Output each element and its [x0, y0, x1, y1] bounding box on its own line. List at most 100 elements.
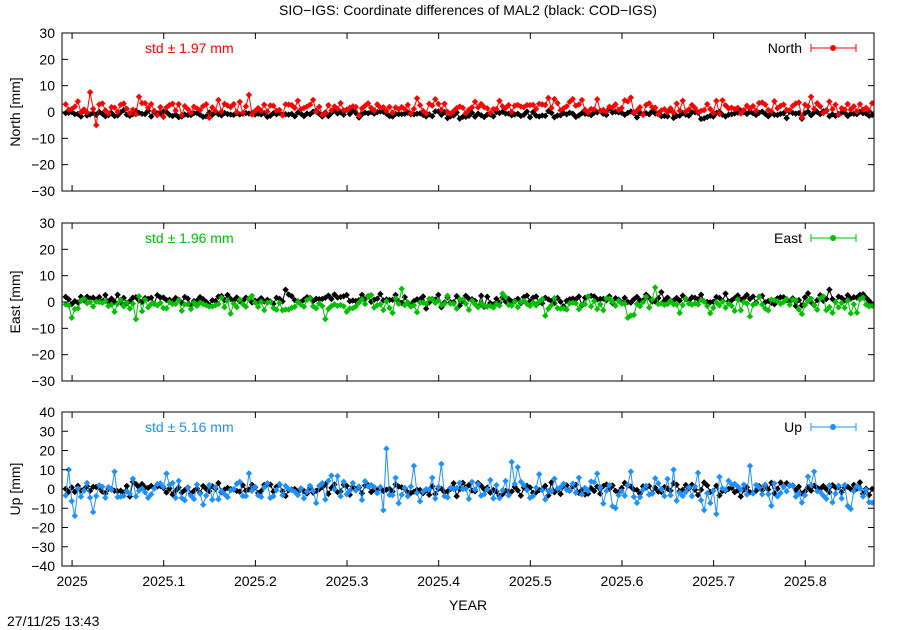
- data-point: [306, 101, 314, 108]
- data-point: [590, 479, 598, 486]
- data-point: [817, 488, 824, 496]
- data-point: [206, 109, 213, 116]
- data-point: [749, 490, 757, 497]
- series-east: [62, 284, 874, 323]
- data-point: [120, 492, 127, 500]
- data-point: [224, 494, 231, 501]
- data-point: [694, 301, 702, 308]
- data-point: [468, 478, 476, 486]
- data-point: [737, 110, 745, 117]
- data-point: [817, 103, 824, 110]
- data-point: [407, 110, 415, 117]
- data-point: [652, 104, 659, 111]
- data-point: [102, 113, 109, 120]
- x-tick-label: 2025.2: [234, 573, 277, 589]
- data-point: [108, 301, 115, 308]
- data-point: [532, 293, 540, 300]
- x-tick-label: 2025.3: [326, 573, 369, 589]
- data-point: [597, 490, 604, 497]
- data-point: [618, 104, 625, 112]
- data-point: [144, 304, 152, 311]
- data-point: [676, 107, 683, 114]
- data-point: [725, 477, 732, 484]
- data-point: [65, 302, 72, 309]
- data-point: [523, 486, 531, 494]
- data-point: [618, 109, 625, 116]
- data-point: [453, 484, 460, 492]
- data-point: [148, 113, 155, 120]
- legend-symbol: [810, 234, 857, 242]
- data-point: [438, 460, 445, 468]
- data-point: [716, 110, 723, 118]
- data-point: [823, 495, 830, 502]
- data-point: [731, 480, 738, 488]
- data-point: [777, 102, 784, 110]
- data-point: [209, 496, 216, 503]
- data-point: [673, 497, 680, 504]
- data-point: [236, 296, 243, 303]
- data-point: [480, 491, 488, 498]
- data-point: [535, 100, 543, 108]
- data-point: [123, 482, 130, 490]
- data-point: [426, 491, 433, 499]
- data-point: [117, 493, 124, 500]
- data-point: [508, 108, 515, 116]
- data-point: [795, 99, 803, 106]
- data-point: [850, 103, 858, 110]
- data-point: [801, 492, 809, 499]
- data-point: [612, 101, 619, 108]
- data-point: [771, 111, 778, 118]
- data-point: [319, 479, 326, 487]
- data-point: [600, 295, 607, 302]
- data-point: [496, 109, 503, 117]
- data-point: [630, 311, 638, 319]
- data-point: [77, 113, 85, 120]
- data-point: [343, 491, 350, 498]
- data-point: [441, 300, 448, 307]
- data-point: [704, 482, 711, 489]
- data-point: [600, 106, 607, 113]
- data-point: [487, 476, 494, 484]
- data-point: [352, 487, 360, 494]
- data-point: [331, 486, 338, 493]
- data-point: [340, 303, 347, 310]
- data-point: [413, 95, 421, 102]
- data-point: [710, 487, 717, 494]
- data-point: [261, 109, 268, 117]
- data-point: [856, 291, 864, 299]
- data-point: [169, 112, 176, 120]
- data-point: [627, 94, 635, 101]
- data-point: [187, 109, 195, 117]
- data-point: [144, 104, 152, 112]
- data-point: [520, 482, 528, 489]
- data-point: [707, 310, 714, 317]
- data-point: [752, 107, 760, 114]
- data-point: [658, 112, 665, 120]
- y-tick-label: 30: [39, 25, 55, 41]
- data-point: [371, 483, 378, 491]
- data-point: [621, 97, 628, 104]
- data-point: [734, 109, 741, 116]
- data-point: [832, 101, 839, 108]
- data-point: [621, 111, 628, 119]
- data-point: [728, 104, 735, 111]
- data-point: [612, 295, 619, 302]
- data-point: [542, 312, 549, 319]
- data-point: [334, 472, 341, 480]
- data-point: [526, 114, 534, 121]
- data-point: [392, 295, 399, 302]
- data-point: [621, 294, 628, 302]
- data-point: [636, 303, 644, 310]
- data-point: [322, 496, 329, 503]
- x-tick-label: 2025.1: [142, 573, 185, 589]
- data-point: [511, 480, 518, 488]
- data-point: [783, 488, 790, 495]
- data-point: [462, 110, 470, 117]
- data-point: [765, 106, 772, 114]
- y-axis-label: North [mm]: [7, 77, 23, 146]
- data-point: [639, 111, 647, 119]
- data-point: [380, 306, 387, 314]
- data-point: [560, 480, 567, 488]
- data-point: [157, 299, 164, 307]
- y-tick-label: 10: [39, 462, 55, 478]
